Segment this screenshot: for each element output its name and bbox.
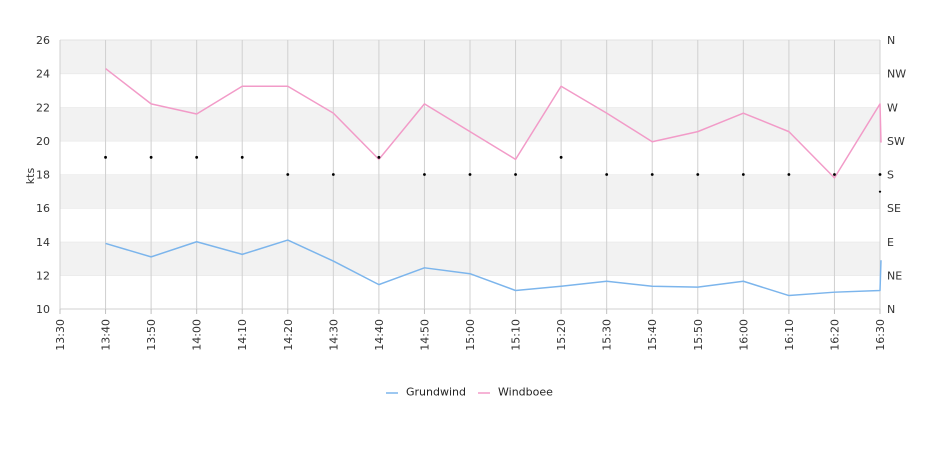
direction-point bbox=[787, 173, 791, 176]
y-axis-ticks: 10 12 14 16 18 20 22 24 26 bbox=[36, 34, 50, 316]
y-tick-label: 14 bbox=[36, 236, 50, 249]
direction-point bbox=[468, 173, 472, 176]
y-tick-label: 10 bbox=[36, 303, 50, 316]
right-tick-label: S bbox=[887, 169, 894, 182]
series-line-windboee bbox=[105, 67, 882, 179]
direction-point bbox=[878, 190, 882, 193]
direction-point bbox=[741, 173, 745, 176]
y-axis-label: kts bbox=[24, 168, 37, 185]
direction-point bbox=[149, 155, 153, 159]
right-tick-label: N bbox=[887, 34, 895, 47]
right-tick-label: W bbox=[887, 101, 898, 114]
right-tick-label: SW bbox=[887, 135, 905, 148]
right-tick-label: N bbox=[887, 303, 895, 316]
x-tick-label: 15:00 bbox=[464, 319, 477, 351]
direction-point bbox=[377, 155, 381, 159]
x-tick-label: 13:30 bbox=[54, 319, 67, 351]
x-tick-label: 14:30 bbox=[327, 319, 340, 351]
series-line-grundwind bbox=[105, 239, 882, 297]
x-tick-label: 16:30 bbox=[874, 319, 887, 351]
x-tick-label: 14:00 bbox=[191, 319, 204, 351]
x-tick-label: 15:20 bbox=[555, 319, 568, 351]
right-axis-ticks: N NE E SE S SW W NW N bbox=[887, 34, 906, 316]
x-tick-label: 14:40 bbox=[373, 319, 386, 351]
y-tick-label: 16 bbox=[36, 202, 50, 215]
direction-point bbox=[104, 155, 107, 159]
x-tick-label: 15:50 bbox=[692, 319, 705, 351]
direction-point bbox=[286, 173, 290, 176]
direction-point bbox=[559, 155, 563, 159]
y-tick-label: 12 bbox=[36, 269, 50, 282]
x-tick-label: 16:20 bbox=[828, 319, 841, 351]
direction-point bbox=[833, 173, 836, 176]
y-tick-label: 18 bbox=[36, 169, 50, 182]
y-tick-label: 20 bbox=[36, 135, 50, 148]
direction-point bbox=[423, 173, 426, 176]
x-tick-label: 13:40 bbox=[100, 319, 113, 351]
x-tick-label: 16:10 bbox=[783, 319, 796, 351]
x-axis-ticks: 13:30 13:40 13:50 14:00 14:10 14:20 14:30 14:40… bbox=[54, 319, 887, 351]
direction-points bbox=[104, 155, 882, 193]
y-tick-label: 22 bbox=[36, 101, 50, 114]
x-tick-label: 14:50 bbox=[418, 319, 431, 351]
direction-point bbox=[240, 155, 244, 159]
x-tick-label: 15:40 bbox=[646, 319, 659, 351]
legend: Grundwind Windboee bbox=[386, 386, 553, 399]
x-tick-label: 15:10 bbox=[510, 319, 523, 351]
direction-point bbox=[331, 173, 335, 176]
x-tick-label: 13:50 bbox=[145, 319, 158, 351]
x-tick-label: 14:10 bbox=[236, 319, 249, 351]
right-tick-label: NE bbox=[887, 269, 902, 282]
x-tick-label: 14:20 bbox=[282, 319, 295, 351]
x-tick-label: 15:30 bbox=[601, 319, 614, 351]
direction-point bbox=[650, 173, 654, 176]
legend-label: Windboee bbox=[498, 386, 553, 399]
right-tick-label: E bbox=[887, 236, 894, 249]
x-tick-label: 16:00 bbox=[737, 319, 750, 351]
y-tick-label: 26 bbox=[36, 34, 50, 47]
direction-point bbox=[878, 173, 882, 176]
direction-point bbox=[605, 173, 609, 176]
legend-label: Grundwind bbox=[406, 386, 466, 399]
y-tick-label: 24 bbox=[36, 68, 50, 81]
direction-point bbox=[696, 173, 700, 176]
right-tick-label: NW bbox=[887, 68, 906, 81]
direction-point bbox=[195, 155, 199, 159]
series-lines bbox=[105, 67, 882, 297]
direction-point bbox=[514, 173, 517, 176]
right-tick-label: SE bbox=[887, 202, 901, 215]
